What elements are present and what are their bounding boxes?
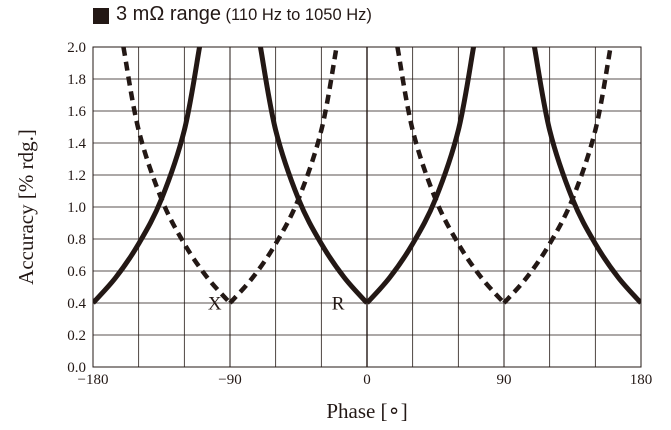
series-r-line [531, 46, 641, 305]
series-r-line [93, 46, 203, 305]
y-tick-label: 1.6 [67, 104, 86, 120]
y-tick-label: 1.2 [67, 168, 86, 184]
x-axis-label: Phase [∘] [326, 399, 407, 423]
y-tick-label: 0.2 [67, 328, 86, 344]
series-x-line [228, 46, 339, 305]
series-r-line [365, 46, 477, 305]
chart-title-main: 3 mΩ range [116, 3, 221, 25]
x-tick-label: 0 [363, 372, 371, 388]
series-x-line [395, 46, 506, 305]
labels: 0.0 0.2 0.4 0.6 0.8 1.0 1.2 1.4 1.6 1.8 2.0 −180 −90… [14, 40, 652, 423]
y-tick-label: 0.6 [67, 264, 86, 280]
x-tick-label: 180 [630, 372, 653, 388]
y-tick-label: 1.0 [67, 200, 86, 216]
series-x-line [502, 46, 613, 305]
chart-title: 3 mΩ range (110 Hz to 1050 Hz) [116, 3, 372, 26]
y-tick-label: 2.0 [67, 40, 86, 56]
series [93, 46, 641, 305]
series-x [121, 46, 613, 305]
chart-title-sub: (110 Hz to 1050 Hz) [225, 6, 372, 24]
series-r-line [257, 46, 369, 305]
axes [92, 46, 642, 368]
y-tick-label: 0.0 [67, 360, 86, 376]
x-tick-label: 90 [497, 372, 512, 388]
series-x-line [121, 46, 232, 305]
y-tick-label: 1.8 [67, 72, 86, 88]
y-tick-label: 1.4 [67, 136, 86, 152]
series-r [93, 46, 641, 305]
plot-frame [92, 46, 642, 368]
x-tick-label: −180 [78, 372, 109, 388]
grid [92, 46, 642, 368]
x-tick-label: −90 [218, 372, 241, 388]
annotation-x: X [208, 293, 222, 314]
y-tick-label: 0.4 [67, 296, 86, 312]
y-tick-label: 0.8 [67, 232, 86, 248]
title-square-icon [93, 8, 109, 24]
y-axis-label: Accuracy [% rdg.] [14, 129, 38, 285]
annotation-r: R [332, 293, 345, 314]
